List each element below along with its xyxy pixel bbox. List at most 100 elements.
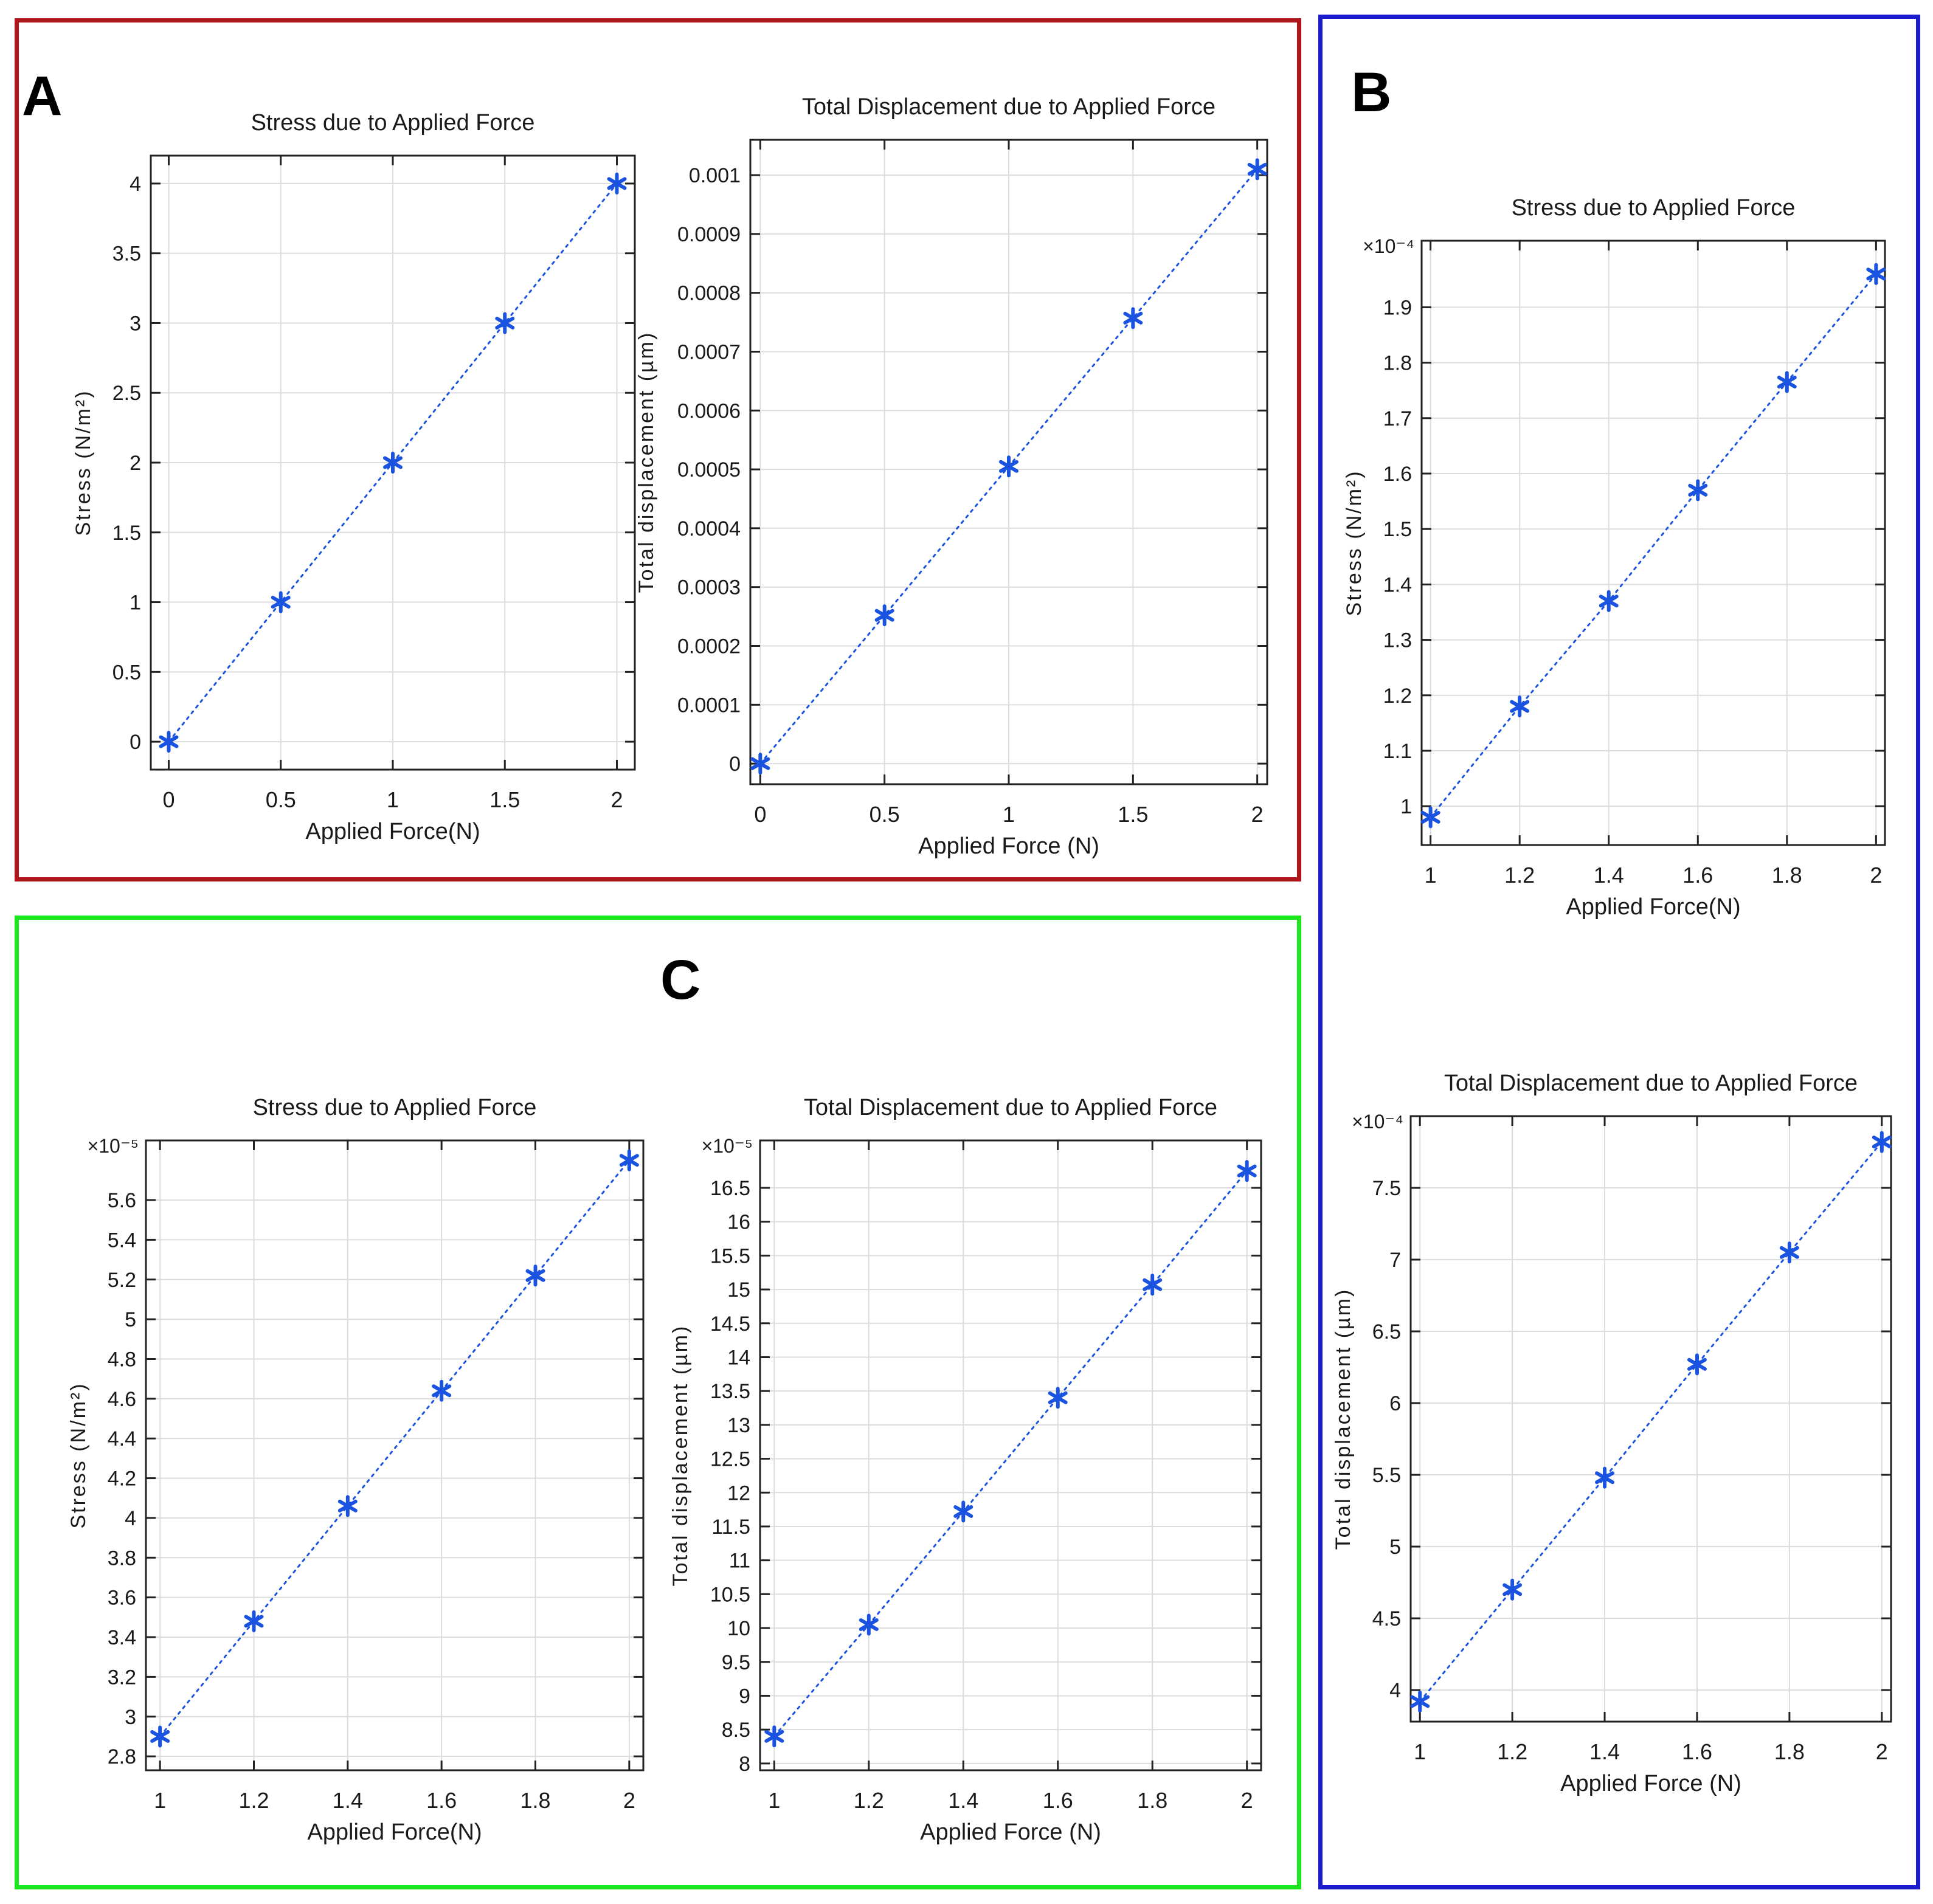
- data-point-marker: [1237, 1160, 1257, 1182]
- x-tick-label: 1.4: [1589, 1739, 1620, 1764]
- plot-frame: [1420, 240, 1886, 846]
- y-axis-label: Stress (N/m²): [67, 1382, 90, 1528]
- x-axis-label: Applied Force(N): [307, 1819, 482, 1845]
- x-tick-label: 1.4: [333, 1788, 363, 1813]
- y-tick-label: 3.5: [112, 243, 141, 266]
- y-tick-label: 3.8: [108, 1547, 136, 1570]
- y-tick-label: 1.5: [112, 522, 141, 545]
- data-point-marker: [1872, 1131, 1892, 1153]
- y-tick-label: 9: [739, 1685, 750, 1708]
- x-tick-label: 1.2: [238, 1788, 269, 1813]
- y-tick-label: 12.5: [710, 1448, 750, 1471]
- panel-b-frame: [1318, 15, 1920, 1889]
- chart-title: Total Displacement due to Applied Force: [1444, 1071, 1858, 1096]
- x-tick-label: 2: [623, 1788, 635, 1813]
- y-tick-label: 7: [1389, 1249, 1401, 1272]
- chart-title: Stress due to Applied Force: [1512, 195, 1796, 221]
- y-tick-label: 4: [130, 173, 141, 196]
- y-tick-label: 4: [1389, 1679, 1401, 1702]
- y-tick-label: 1.9: [1383, 296, 1412, 319]
- axis-exponent: ×10⁻⁵: [88, 1135, 139, 1157]
- data-point-marker: [525, 1264, 545, 1287]
- y-tick-label: 1.2: [1383, 685, 1412, 708]
- axis-exponent: ×10⁻⁵: [702, 1135, 753, 1157]
- data-point-marker: [432, 1379, 452, 1402]
- x-axis-label: Applied Force(N): [1566, 894, 1740, 920]
- y-tick-label: 5.6: [108, 1189, 136, 1212]
- y-tick-label: 3.4: [108, 1626, 136, 1649]
- y-tick-label: 7.5: [1372, 1177, 1401, 1200]
- y-tick-label: 0.0002: [677, 635, 741, 658]
- y-tick-label: 0.001: [689, 164, 741, 187]
- y-tick-label: 16.5: [710, 1177, 750, 1200]
- data-point-marker: [495, 312, 515, 334]
- y-tick-label: 1.5: [1383, 518, 1412, 541]
- y-tick-label: 0.0001: [677, 694, 741, 717]
- data-point-marker: [619, 1149, 639, 1171]
- y-tick-label: 1: [130, 592, 141, 615]
- y-tick-label: 14.5: [710, 1312, 750, 1336]
- data-point-marker: [1687, 1353, 1707, 1376]
- y-tick-label: 4.5: [1372, 1607, 1401, 1630]
- x-tick-label: 1.8: [520, 1788, 550, 1813]
- y-tick-label: 0.0008: [677, 282, 741, 305]
- x-tick-label: 1: [1414, 1739, 1426, 1764]
- y-tick-label: 2.5: [112, 382, 141, 405]
- x-tick-label: 1.6: [1682, 863, 1713, 888]
- y-tick-label: 0.0006: [677, 399, 741, 423]
- x-tick-label: 1.8: [1137, 1788, 1167, 1813]
- data-point-marker: [244, 1610, 264, 1632]
- x-axis-label: Applied Force (N): [1560, 1771, 1741, 1796]
- y-tick-label: 0.0007: [677, 340, 741, 364]
- y-tick-label: 4.4: [108, 1427, 136, 1450]
- y-tick-label: 1.7: [1383, 407, 1412, 430]
- data-point-marker: [874, 604, 894, 627]
- x-tick-label: 1: [768, 1788, 780, 1813]
- x-tick-label: 1.8: [1774, 1739, 1805, 1764]
- y-tick-label: 15: [727, 1278, 750, 1302]
- data-point-marker: [999, 455, 1018, 478]
- series-line: [773, 1170, 1248, 1737]
- x-tick-label: 1: [387, 787, 399, 812]
- data-point-marker: [859, 1613, 879, 1636]
- x-tick-label: 2: [1241, 1788, 1253, 1813]
- y-tick-label: 0.0003: [677, 576, 741, 599]
- y-tick-label: 3.2: [108, 1666, 136, 1689]
- x-tick-label: 2: [1876, 1739, 1888, 1764]
- y-tick-label: 15.5: [710, 1244, 750, 1268]
- axis-exponent: ×10⁻⁴: [1363, 235, 1414, 257]
- y-tick-label: 5: [1389, 1536, 1401, 1559]
- x-tick-label: 1.6: [1043, 1788, 1073, 1813]
- y-tick-label: 3: [130, 312, 141, 335]
- series-line: [1430, 273, 1877, 818]
- y-tick-label: 12: [727, 1481, 750, 1505]
- y-tick-label: 16: [727, 1211, 750, 1234]
- y-tick-label: 1.3: [1383, 629, 1412, 652]
- y-tick-label: 5.4: [108, 1229, 136, 1252]
- y-tick-label: 1.6: [1383, 463, 1412, 486]
- y-tick-label: 13.5: [710, 1380, 750, 1403]
- y-axis-label: Stress (N/m²): [72, 389, 95, 536]
- y-tick-label: 1.8: [1383, 352, 1412, 375]
- x-tick-label: 1: [154, 1788, 166, 1813]
- data-point-marker: [150, 1725, 170, 1748]
- chart-title: Stress due to Applied Force: [253, 1095, 537, 1120]
- plot-frame: [145, 1139, 645, 1771]
- data-point-marker: [1247, 158, 1267, 181]
- panel-a-frame: [15, 18, 1301, 881]
- x-tick-label: 1.5: [1118, 802, 1148, 827]
- data-point-marker: [607, 172, 627, 195]
- data-point-marker: [1420, 806, 1440, 829]
- x-axis-label: Applied Force (N): [920, 1819, 1101, 1845]
- y-tick-label: 8.5: [722, 1719, 750, 1742]
- data-point-marker: [1595, 1466, 1615, 1489]
- y-tick-label: 5: [125, 1308, 136, 1331]
- data-point-marker: [1410, 1690, 1430, 1713]
- y-axis-label: Total displacement (µm): [635, 331, 658, 593]
- y-tick-label: 3.6: [108, 1587, 136, 1610]
- data-point-marker: [1777, 371, 1797, 393]
- y-tick-label: 6: [1389, 1392, 1401, 1415]
- y-tick-label: 4.6: [108, 1388, 136, 1411]
